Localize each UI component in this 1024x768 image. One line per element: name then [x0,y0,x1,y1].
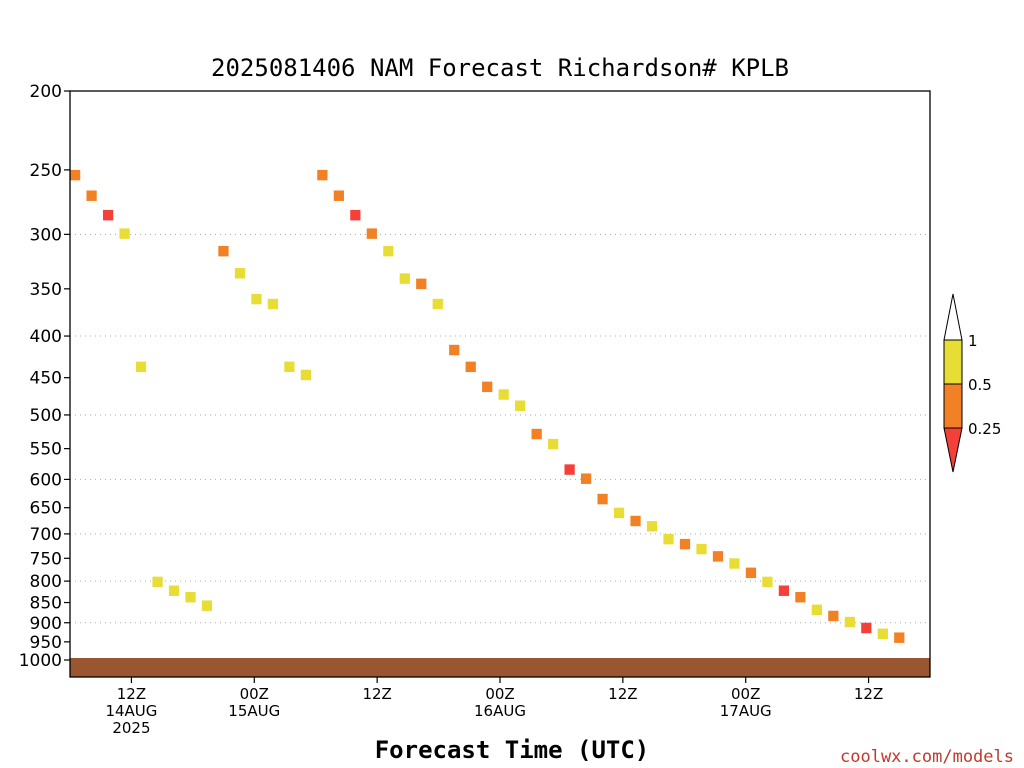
y-tick-label: 300 [30,225,62,245]
x-tick-label: 12Z [362,685,391,703]
ri-cell [795,591,806,603]
ri-cell [762,576,773,588]
y-tick-label: 200 [30,82,62,102]
y-tick-label: 350 [30,280,62,300]
ri-cell [663,533,674,545]
colorbar-label: 1 [968,332,978,350]
ri-cell [152,576,163,588]
ri-cell [185,591,196,603]
ri-cell [531,428,542,440]
ri-cell [86,190,97,201]
colorbar-bin-gt-1 [943,293,963,341]
ri-cell [877,628,888,640]
ri-cell [465,361,476,373]
colorbar-legend: 0.25 0.5 1 [943,293,1001,473]
ri-cell [399,273,410,284]
ri-cell [712,551,724,562]
x-tick-label: 12Z [608,685,637,703]
x-tick-label: 16AUG [474,702,526,720]
ri-cell [432,298,443,310]
ri-cell [778,585,790,596]
ri-cell [646,521,658,532]
ri-cell [630,515,641,527]
ri-cell [597,493,608,505]
ri-cell [333,190,344,201]
y-tick-label: 900 [30,614,62,634]
y-tick-label: 600 [30,470,62,490]
ri-cell [267,298,279,310]
ri-cell [234,268,246,279]
y-tick-label: 400 [30,327,62,347]
ri-cell [449,344,460,356]
ri-cell [861,622,872,634]
y-tick-label: 850 [30,594,62,614]
ri-cell [564,464,575,475]
ri-cell [119,228,130,239]
x-tick-label: 12Z [117,685,146,703]
colorbar-bin-lt-0.25 [943,427,963,473]
colorbar-label: 0.25 [968,420,1001,438]
ri-cell [201,600,213,611]
ri-cell [70,169,81,181]
x-tick-label: 14AUG [105,702,157,720]
x-tick-label: 00Z [240,685,269,703]
ri-cell [679,538,691,550]
ri-cell [811,604,822,616]
ri-cell [894,632,905,643]
ri-cell [729,558,740,569]
ri-cell [515,400,526,411]
ri-cell [613,507,625,519]
x-axis-label: Forecast Time (UTC) [375,736,650,764]
ri-cell [548,438,559,450]
y-tick-label: 700 [30,525,62,545]
chart-title: 2025081406 NAM Forecast Richardson# KPLB [211,54,789,82]
y-tick-label: 250 [30,161,62,181]
ri-cell [218,245,229,257]
y-tick-label: 800 [30,572,62,592]
y-tick-label: 550 [30,440,62,460]
ri-cell [383,245,394,257]
plot-background [70,91,930,677]
ri-cell [696,543,707,555]
ri-cell [498,389,509,400]
ri-cell [300,369,312,381]
y-tick-label: 950 [30,633,62,653]
ri-cell [135,361,147,373]
colorbar-bin-0.25-0.5 [943,383,963,429]
x-tick-label: 12Z [854,685,883,703]
ri-cell [482,381,493,393]
ri-cell [366,228,377,239]
plot-area [69,90,931,678]
ri-cell [317,169,328,181]
ri-cell [580,473,592,484]
ri-cell [168,585,180,596]
credit-text: coolwx.com/models [840,747,1014,767]
ri-cell [102,209,114,221]
x-tick-label: 00Z [731,685,760,703]
ri-cell [251,293,262,305]
y-tick-label: 650 [30,499,62,519]
y-axis: 200 250 300 350 400 450 500 550 600 650 700 750 8008… [19,82,70,671]
y-tick-label: 450 [30,369,62,389]
colorbar-label: 0.5 [968,376,992,394]
ri-cell [745,567,757,579]
x-tick-label: 2025 [112,719,150,737]
ri-cell [844,616,855,628]
ri-cell [828,610,839,622]
ground-surface [70,658,930,677]
x-tick-label: 15AUG [228,702,280,720]
y-tick-label: 1000 [19,651,62,671]
x-tick-label: 17AUG [720,702,772,720]
ri-cell [350,209,361,221]
ri-cell [416,278,427,290]
y-tick-label: 750 [30,549,62,569]
ri-cell [284,361,295,373]
colorbar-bin-0.5-1 [943,339,963,385]
y-tick-label: 500 [30,406,62,426]
x-tick-label: 00Z [485,685,514,703]
